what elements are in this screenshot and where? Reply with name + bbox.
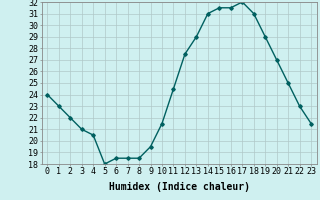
X-axis label: Humidex (Indice chaleur): Humidex (Indice chaleur) xyxy=(109,182,250,192)
